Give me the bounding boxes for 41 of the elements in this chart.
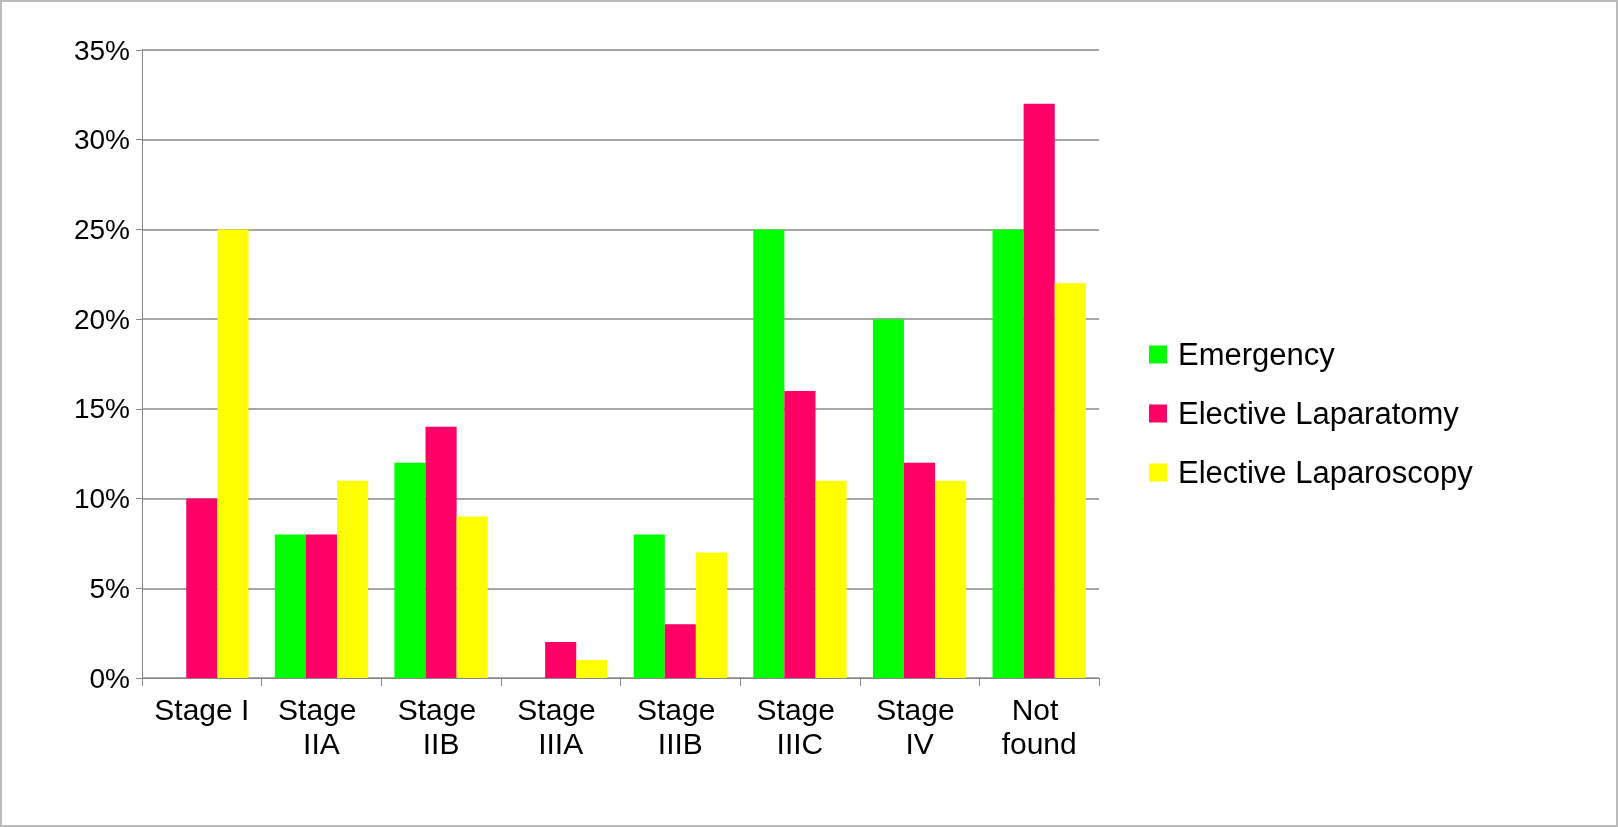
x-tick-label: Stage IIB bbox=[397, 692, 485, 760]
y-tick-label: 35% bbox=[73, 34, 130, 66]
bar bbox=[695, 552, 727, 678]
bar bbox=[935, 480, 967, 678]
y-tick-label: 30% bbox=[73, 124, 130, 156]
legend-label: Elective Laparoscopy bbox=[1178, 455, 1474, 490]
bar bbox=[1023, 103, 1055, 678]
bar bbox=[815, 480, 847, 678]
bar bbox=[336, 480, 369, 678]
bar bbox=[545, 642, 577, 678]
bar bbox=[633, 534, 665, 678]
bar bbox=[872, 319, 905, 678]
legend-label: Emergency bbox=[1178, 337, 1336, 372]
bar bbox=[305, 534, 337, 678]
bar bbox=[992, 229, 1024, 678]
bar bbox=[456, 516, 488, 678]
x-tick-label: Not found bbox=[1001, 692, 1077, 760]
bar bbox=[753, 229, 785, 678]
x-tick-label: Stage IIIA bbox=[517, 692, 605, 760]
bar bbox=[186, 498, 218, 678]
bar bbox=[664, 624, 696, 678]
bar bbox=[425, 426, 457, 678]
y-tick-label: 5% bbox=[89, 572, 130, 604]
bar bbox=[274, 534, 306, 678]
y-tick-label: 15% bbox=[73, 393, 130, 425]
y-tick-label: 25% bbox=[73, 213, 130, 245]
bar bbox=[394, 462, 426, 678]
bar bbox=[217, 229, 249, 678]
bar bbox=[1054, 283, 1086, 678]
y-tick-label: 20% bbox=[73, 303, 130, 335]
legend-label: Elective Laparatomy bbox=[1178, 396, 1460, 431]
bar bbox=[576, 660, 608, 678]
x-tick-label: Stage IIA bbox=[278, 692, 365, 760]
y-tick-label: 10% bbox=[73, 483, 130, 515]
y-tick-label: 0% bbox=[89, 662, 130, 694]
bar bbox=[904, 462, 936, 678]
bar bbox=[784, 390, 816, 678]
x-tick-label: Stage IIIC bbox=[756, 692, 844, 760]
x-tick-label: Stage IIIB bbox=[636, 692, 724, 760]
x-tick-label: Stage I bbox=[154, 692, 250, 726]
x-tick-label: Stage IV bbox=[876, 692, 963, 760]
